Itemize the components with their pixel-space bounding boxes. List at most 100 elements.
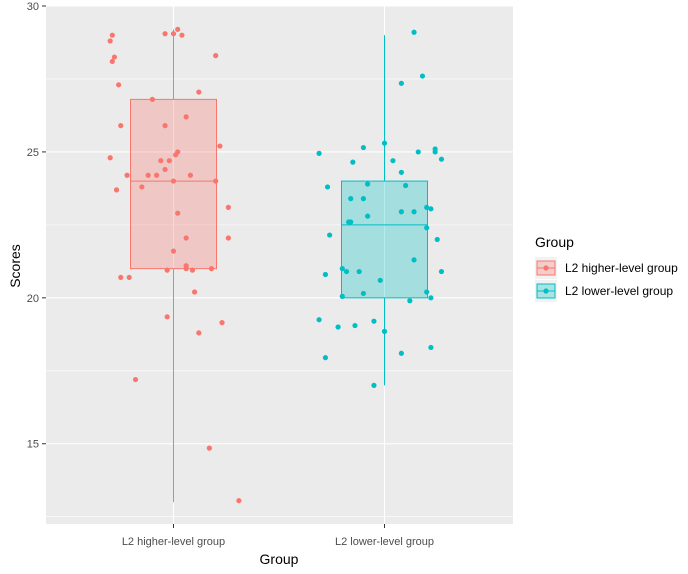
- y-tick-label: 30: [27, 1, 39, 13]
- data-point: [111, 54, 118, 60]
- y-tick-label: 20: [27, 293, 39, 305]
- data-point: [149, 96, 155, 102]
- y-axis-title: Scores: [7, 244, 23, 288]
- data-point: [213, 53, 219, 59]
- data-point: [365, 213, 371, 219]
- data-point: [327, 232, 333, 238]
- data-point: [419, 73, 426, 79]
- data-point: [179, 32, 185, 38]
- minor-gridlines: [46, 78, 513, 517]
- data-point: [225, 204, 231, 210]
- data-point: [124, 172, 130, 178]
- data-point: [175, 210, 181, 216]
- data-point: [365, 181, 371, 187]
- data-point: [398, 169, 404, 175]
- data-point: [139, 184, 145, 190]
- data-point: [217, 143, 223, 149]
- data-point: [324, 184, 331, 190]
- data-point: [183, 235, 189, 241]
- data-point: [432, 149, 438, 155]
- data-point: [145, 172, 151, 178]
- box-higher: [130, 29, 217, 503]
- legend-key: [535, 257, 557, 279]
- data-point: [162, 31, 168, 37]
- data-point: [398, 209, 404, 215]
- data-point: [381, 140, 388, 146]
- data-point: [390, 158, 396, 164]
- data-point: [339, 266, 345, 272]
- legend-title: Group: [535, 234, 574, 250]
- y-tick-label: 25: [27, 147, 39, 159]
- data-point: [175, 149, 181, 155]
- data-point: [398, 80, 404, 86]
- data-point: [183, 114, 189, 120]
- data-point: [360, 290, 366, 297]
- data-point: [316, 317, 322, 323]
- data-point: [356, 268, 362, 275]
- data-point: [183, 263, 189, 269]
- data-point: [162, 123, 168, 129]
- boxplots: [130, 29, 428, 503]
- data-point: [428, 295, 434, 301]
- data-point: [411, 257, 417, 263]
- data-point: [107, 155, 113, 161]
- data-point: [206, 445, 212, 451]
- data-point: [371, 318, 377, 324]
- x-axis-ticks: L2 higher-level group L2 lower-level grou…: [122, 524, 434, 548]
- data-point: [126, 274, 132, 281]
- data-point: [164, 267, 170, 273]
- data-point: [118, 123, 124, 129]
- legend-key-point: [543, 288, 549, 294]
- legend-key-point: [543, 265, 549, 271]
- x-axis-title: Group: [260, 551, 299, 567]
- data-point: [335, 324, 341, 330]
- data-point: [403, 182, 409, 189]
- data-point: [343, 268, 350, 275]
- data-point: [360, 196, 366, 202]
- data-point: [411, 209, 417, 215]
- data-point: [398, 350, 404, 356]
- legend-key: [535, 280, 557, 302]
- data-point: [428, 206, 434, 212]
- data-point: [219, 320, 225, 326]
- data-point: [316, 150, 322, 156]
- data-point: [109, 32, 115, 38]
- data-point: [424, 204, 430, 210]
- data-point: [158, 158, 164, 164]
- data-point: [192, 289, 198, 295]
- data-point: [170, 31, 177, 37]
- data-point: [196, 330, 202, 336]
- data-point: [196, 89, 202, 95]
- data-point: [415, 149, 421, 155]
- panel-background: [46, 6, 513, 524]
- data-point: [411, 29, 417, 35]
- box-rect: [130, 98, 217, 270]
- data-point: [360, 144, 366, 151]
- data-point: [348, 196, 354, 202]
- data-point: [352, 322, 358, 329]
- data-point: [113, 187, 120, 193]
- data-point: [118, 274, 124, 281]
- data-point: [348, 219, 354, 225]
- data-point: [187, 172, 193, 178]
- data-point: [371, 382, 377, 388]
- data-point: [322, 355, 329, 361]
- x-tick-label: L2 lower-level group: [335, 536, 434, 548]
- legend: Group L2 higher-level group L2 lower-leve…: [535, 234, 678, 302]
- legend-label: L2 higher-level group: [565, 261, 678, 275]
- jitter-points: [107, 26, 445, 504]
- data-point: [164, 314, 170, 320]
- data-point: [377, 277, 383, 283]
- box-lower: [341, 35, 428, 386]
- data-point: [170, 178, 177, 184]
- data-point: [154, 172, 160, 178]
- data-point: [438, 268, 445, 275]
- data-point: [175, 26, 181, 32]
- data-point: [424, 225, 430, 231]
- data-point: [350, 159, 356, 165]
- data-point: [434, 236, 440, 243]
- data-point: [381, 328, 388, 334]
- data-point: [213, 178, 219, 184]
- data-point: [132, 376, 139, 383]
- data-point: [407, 298, 413, 304]
